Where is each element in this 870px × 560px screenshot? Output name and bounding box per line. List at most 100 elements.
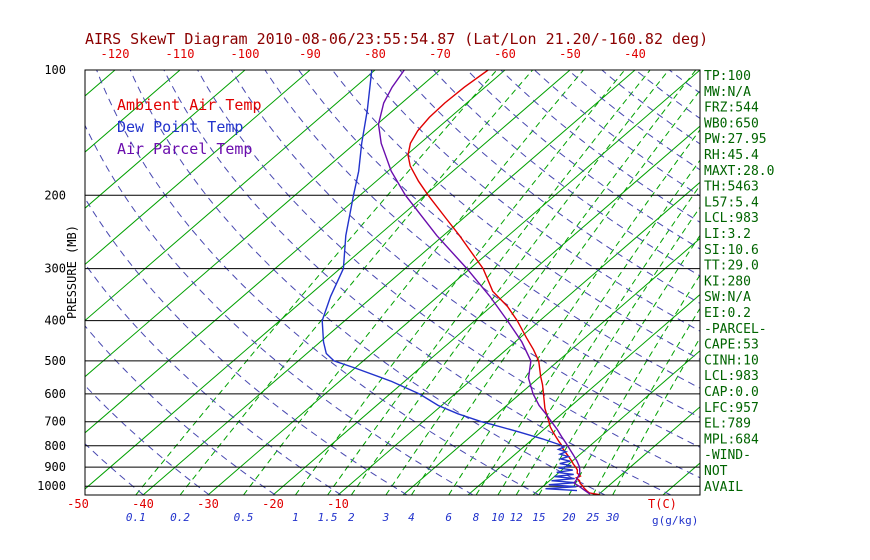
stats-line: MAXT:28.0: [704, 164, 774, 179]
mixing-ratio-line: [243, 70, 584, 495]
dry-adiabat-line: [668, 70, 700, 94]
stats-line: LCL:983: [704, 369, 759, 384]
mixing-ratio-line: [327, 70, 651, 495]
bottom-temp-label: -20: [262, 497, 284, 511]
stats-line: -WIND-: [704, 448, 751, 463]
stats-line: AVAIL: [704, 480, 743, 495]
top-axis-label: -110: [166, 47, 195, 61]
mixing-ratio-label: 1: [292, 511, 299, 524]
dry-adiabat-line: [399, 70, 700, 304]
dry-adiabat-line: [197, 70, 700, 479]
dry-adiabat-line: [500, 70, 700, 223]
legend-item-label: Ambient Air Temp: [117, 96, 262, 114]
stats-line: RH:45.4: [704, 148, 759, 163]
pressure-tick-label: 700: [44, 415, 66, 429]
pressure-axis-title: PRESSURE (MB): [65, 225, 79, 319]
isotherm-line: [337, 181, 700, 495]
temp-unit-label: T(C): [648, 497, 677, 511]
top-axis-label: -60: [494, 47, 516, 61]
stats-line: LCL:983: [704, 211, 759, 226]
isotherm-line: [597, 406, 700, 495]
mixing-ratio-line: [497, 184, 700, 495]
isotherm-line: [85, 70, 376, 322]
dry-adiabat-line: [129, 70, 606, 495]
mixing-ratio-label: 2: [348, 511, 355, 524]
mixing-ratio-line: [385, 70, 697, 495]
isotherm-line: [85, 70, 246, 209]
stats-line: CAP:0.0: [704, 385, 759, 400]
pressure-tick-label: 500: [44, 354, 66, 368]
isotherm-line: [85, 70, 506, 434]
top-axis-label: -80: [364, 47, 386, 61]
stats-line: EL:789: [704, 417, 751, 432]
stats-line: LFC:957: [704, 401, 759, 416]
mixing-ratio-label: 3: [382, 511, 390, 524]
mixing-ratio-label: 15: [532, 511, 545, 524]
dew-point-temp-curve: [321, 70, 578, 492]
mixing-ratio-line: [135, 70, 498, 495]
stats-line: MW:N/A: [704, 85, 751, 100]
isotherm-line: [532, 350, 700, 495]
isotherm-line: [85, 70, 311, 266]
stats-line: NOT: [704, 464, 728, 479]
stats-line: CINH:10: [704, 353, 759, 368]
stats-line: CAPE:53: [704, 338, 759, 353]
isotherm-line: [85, 70, 116, 97]
bottom-temp-label: -50: [67, 497, 89, 511]
top-axis-label: -70: [429, 47, 451, 61]
stats-line: WB0:650: [704, 116, 759, 131]
dry-adiabat-line: [534, 70, 700, 197]
dry-adiabat-line: [264, 70, 700, 418]
isotherm-line: [402, 237, 700, 495]
mixing-ratio-label: 6: [445, 511, 452, 524]
chart-title: AIRS SkewT Diagram 2010-08-06/23:55:54.8…: [85, 30, 708, 48]
bottom-temp-label: -40: [132, 497, 154, 511]
stats-line: FRZ:544: [704, 101, 759, 116]
dry-adiabat-line: [163, 70, 672, 495]
isotherm-line: [272, 125, 700, 495]
isotherm-line: [142, 70, 636, 495]
plot-frame: [84, 69, 701, 496]
mixing-ratio-line: [538, 234, 700, 495]
pressure-tick-label: 100: [44, 63, 66, 77]
top-axis-label: -50: [559, 47, 581, 61]
dry-adiabat-line: [567, 70, 700, 171]
mixratio-unit-label: g(g/kg): [652, 514, 698, 527]
plot-area: [85, 70, 700, 495]
bottom-temp-label: -30: [197, 497, 219, 511]
top-axis-label: -100: [231, 47, 260, 61]
legend-item-label: Air Parcel Temp: [117, 140, 252, 158]
isotherm-line: [85, 70, 181, 153]
stats-line: -PARCEL-: [704, 322, 767, 337]
mixing-ratio-label: 10: [491, 511, 505, 524]
stats-line: SW:N/A: [704, 290, 751, 305]
dry-adiabat-line: [85, 197, 408, 495]
pressure-tick-label: 600: [44, 387, 66, 401]
mixing-ratio-line: [612, 336, 700, 495]
dry-adiabat-line: [365, 70, 700, 332]
mixing-ratio-label: 8: [473, 511, 480, 524]
mixing-ratio-label: 4: [408, 511, 415, 524]
dry-adiabat-line: [230, 70, 700, 448]
dry-adiabat-line: [332, 70, 700, 360]
dry-adiabat-line: [85, 124, 474, 495]
stats-line: LI:3.2: [704, 227, 751, 242]
mixing-ratio-line: [475, 159, 700, 495]
isotherm-line: [85, 70, 441, 378]
top-axis-label: -120: [101, 47, 130, 61]
stats-line: L57:5.4: [704, 195, 759, 210]
top-axis-label: -90: [299, 47, 321, 61]
stats-line: PW:27.95: [704, 132, 767, 147]
mixing-ratio-label: 0.5: [234, 511, 254, 524]
pressure-tick-label: 200: [44, 188, 66, 202]
stats-line: SI:10.6: [704, 243, 759, 258]
dry-adiabat-line: [466, 70, 700, 250]
mixing-ratio-label: 1.5: [318, 511, 338, 524]
pressure-tick-label: 400: [44, 314, 66, 328]
dry-adiabat-line: [85, 263, 342, 495]
isotherm-line: [207, 70, 700, 495]
pressure-tick-label: 1000: [37, 479, 66, 493]
stats-line: TT:29.0: [704, 259, 759, 274]
dry-adiabat-line: [433, 70, 700, 277]
